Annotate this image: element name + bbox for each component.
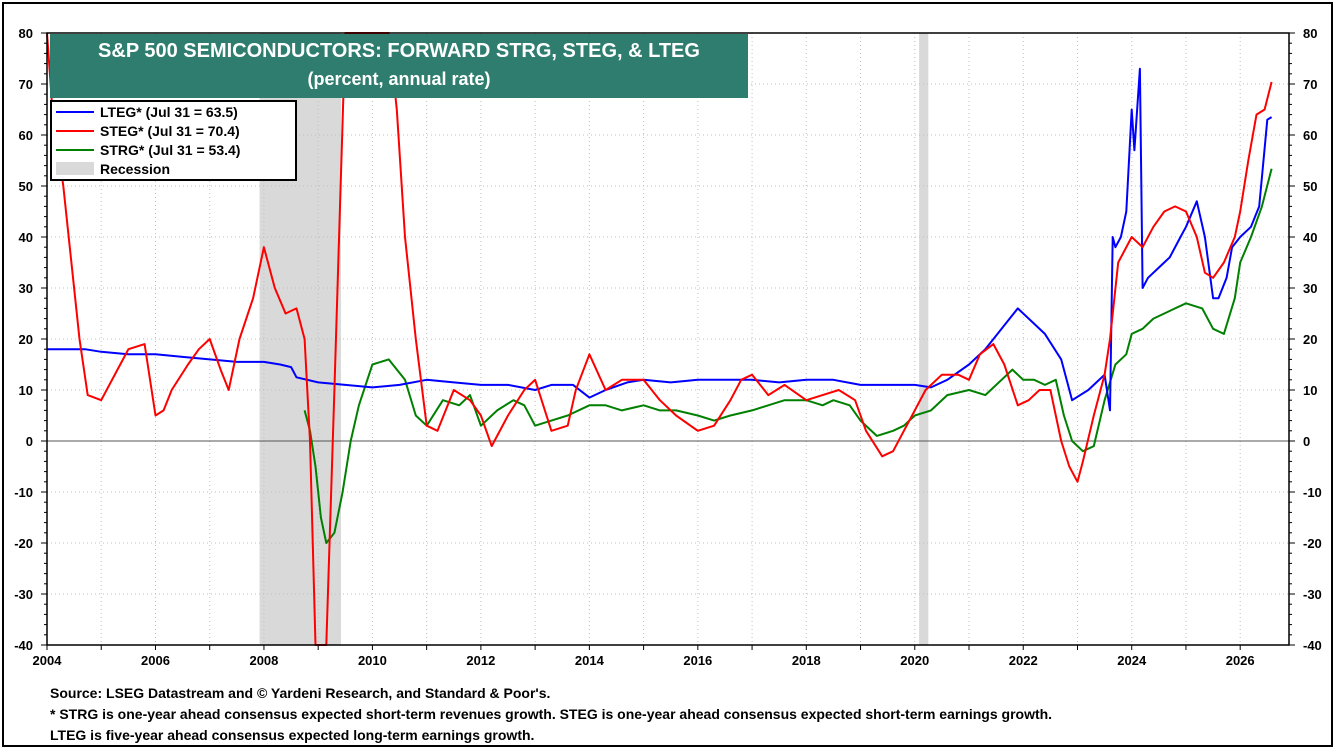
series-line-lteg <box>47 67 1273 412</box>
x-tick-label-2010: 2010 <box>358 653 387 668</box>
footnotes: Source: LSEG Datastream and © Yardeni Re… <box>50 683 1052 746</box>
y-tick-label-right--30: -30 <box>1303 587 1322 602</box>
legend-item-steg: STEG* (Jul 31 = 70.4) <box>52 121 295 140</box>
chart-title-box: S&P 500 SEMICONDUCTORS: FORWARD STRG, ST… <box>50 34 748 98</box>
legend-swatch-steg <box>56 129 94 132</box>
y-tick-label-right-50: 50 <box>1303 179 1317 194</box>
legend-label-strg: STRG* (Jul 31 = 53.4) <box>100 141 241 158</box>
source-note: Source: LSEG Datastream and © Yardeni Re… <box>50 685 551 701</box>
chart-title: S&P 500 SEMICONDUCTORS: FORWARD STRG, ST… <box>98 40 700 62</box>
y-tick-label-left-70: 70 <box>19 77 33 92</box>
x-tick-label-2022: 2022 <box>1009 653 1038 668</box>
y-tick-label-right-10: 10 <box>1303 383 1317 398</box>
y-tick-label-left-50: 50 <box>19 179 33 194</box>
y-tick-label-left-60: 60 <box>19 128 33 143</box>
x-tick-label-2020: 2020 <box>900 653 929 668</box>
series-lines <box>46 32 1273 646</box>
y-tick-label-left--30: -30 <box>14 587 33 602</box>
legend-item-lteg: LTEG* (Jul 31 = 63.5) <box>52 102 295 121</box>
y-tick-label-left--40: -40 <box>14 638 33 653</box>
y-tick-label-left--20: -20 <box>14 536 33 551</box>
axes: 2004 2006 2008 2010 2012 2014 2016 2018 2020 2022… <box>14 26 1322 668</box>
x-tick-label-2016: 2016 <box>683 653 712 668</box>
legend-swatch-lteg <box>56 110 94 113</box>
y-tick-label-right-30: 30 <box>1303 281 1317 296</box>
legend-label-lteg: LTEG* (Jul 31 = 63.5) <box>100 103 238 120</box>
y-tick-label-left-20: 20 <box>19 332 33 347</box>
legend: LTEG* (Jul 31 = 63.5) STEG* (Jul 31 = 70… <box>50 100 297 181</box>
y-tick-label-left-30: 30 <box>19 281 33 296</box>
series-line-strg <box>303 168 1273 544</box>
footnote-strg-steg: * STRG is one-year ahead consensus expec… <box>50 706 1053 722</box>
y-tick-label-right--40: -40 <box>1303 638 1322 653</box>
y-tick-label-right-80: 80 <box>1303 26 1317 41</box>
y-tick-label-right-0: 0 <box>1303 434 1310 449</box>
x-tick-label-2004: 2004 <box>33 653 63 668</box>
series-line-steg <box>46 32 1273 646</box>
legend-swatch-recession <box>56 162 94 175</box>
x-tick-label-2026: 2026 <box>1226 653 1255 668</box>
x-tick-label-2024: 2024 <box>1117 653 1147 668</box>
x-tick-label-2008: 2008 <box>249 653 278 668</box>
chart-subtitle: (percent, annual rate) <box>307 69 491 89</box>
x-tick-label-2018: 2018 <box>792 653 821 668</box>
legend-label-recession: Recession <box>100 160 171 177</box>
y-tick-label-left--10: -10 <box>14 485 33 500</box>
footnote-lteg: LTEG is five-year ahead consensus expect… <box>50 727 535 743</box>
x-tick-label-2014: 2014 <box>575 653 605 668</box>
y-tick-label-right-20: 20 <box>1303 332 1317 347</box>
y-tick-label-left-0: 0 <box>26 434 33 449</box>
legend-label-steg: STEG* (Jul 31 = 70.4) <box>100 122 240 139</box>
y-tick-label-right-40: 40 <box>1303 230 1317 245</box>
y-tick-label-left-80: 80 <box>19 26 33 41</box>
plot-border <box>46 32 1290 646</box>
legend-swatch-strg <box>56 148 94 151</box>
y-tick-label-right-70: 70 <box>1303 77 1317 92</box>
x-tick-label-2006: 2006 <box>141 653 170 668</box>
x-tick-label-2012: 2012 <box>466 653 495 668</box>
legend-item-strg: STRG* (Jul 31 = 53.4) <box>52 140 295 159</box>
y-tick-label-left-40: 40 <box>19 230 33 245</box>
y-tick-label-right--20: -20 <box>1303 536 1322 551</box>
y-tick-label-right-60: 60 <box>1303 128 1317 143</box>
y-tick-label-right--10: -10 <box>1303 485 1322 500</box>
y-tick-label-left-10: 10 <box>19 383 33 398</box>
legend-item-recession: Recession <box>52 159 295 178</box>
